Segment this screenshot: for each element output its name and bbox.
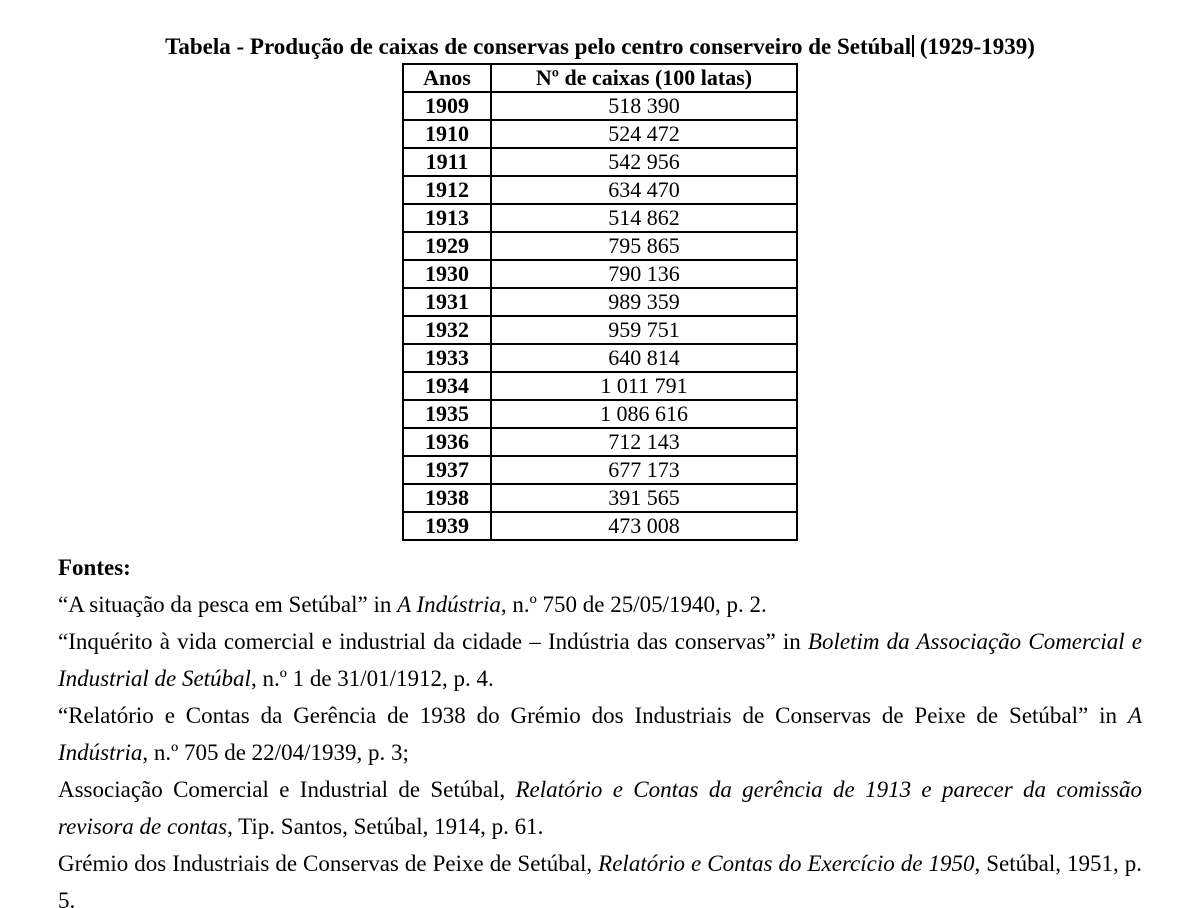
value-cell: 634 470 bbox=[490, 175, 798, 205]
year-cell: 1911 bbox=[402, 147, 492, 177]
year-cell: 1910 bbox=[402, 119, 492, 149]
source-text: Associação Comercial e Industrial de Set… bbox=[58, 777, 516, 802]
source-item-4: Associação Comercial e Industrial de Set… bbox=[58, 771, 1142, 845]
table-row: 1937 677 173 bbox=[402, 455, 798, 485]
year-cell: 1932 bbox=[402, 315, 492, 345]
source-text: , n.º 1 de 31/01/1912, p. 4. bbox=[250, 666, 494, 691]
value-cell: 391 565 bbox=[490, 483, 798, 513]
table-row: 1939 473 008 bbox=[402, 511, 798, 541]
document-page: Tabela - Produção de caixas de conservas… bbox=[0, 33, 1200, 908]
year-cell: 1912 bbox=[402, 175, 492, 205]
value-cell: 640 814 bbox=[490, 343, 798, 373]
source-publication-italic: A Indústria bbox=[58, 703, 1142, 765]
table-row: 1909 518 390 bbox=[402, 91, 798, 121]
table-row: 1934 1 011 791 bbox=[402, 371, 798, 401]
table-row: 1913 514 862 bbox=[402, 203, 798, 233]
table-row: 1930 790 136 bbox=[402, 259, 798, 289]
source-item-2: “Inquérito à vida comercial e industrial… bbox=[58, 623, 1142, 697]
year-cell: 1936 bbox=[402, 427, 492, 457]
value-cell: 795 865 bbox=[490, 231, 798, 261]
column-header-anos: Anos bbox=[402, 63, 492, 93]
value-cell: 790 136 bbox=[490, 259, 798, 289]
year-cell: 1934 bbox=[402, 371, 492, 401]
table-row: 1935 1 086 616 bbox=[402, 399, 798, 429]
table-row: 1938 391 565 bbox=[402, 483, 798, 513]
year-cell: 1913 bbox=[402, 203, 492, 233]
source-text: , Tip. Santos, Setúbal, 1914, p. 61. bbox=[227, 814, 544, 839]
source-item-5: Grémio dos Industriais de Conservas de P… bbox=[58, 845, 1142, 908]
year-cell: 1939 bbox=[402, 511, 492, 541]
source-item-1: “A situação da pesca em Setúbal” in A In… bbox=[58, 586, 1142, 623]
sources-section: Fontes: “A situação da pesca em Setúbal”… bbox=[58, 549, 1142, 908]
table-row: 1910 524 472 bbox=[402, 119, 798, 149]
source-text: “Inquérito à vida comercial e industrial… bbox=[58, 629, 808, 654]
table-row: 1933 640 814 bbox=[402, 343, 798, 373]
value-cell: 677 173 bbox=[490, 455, 798, 485]
source-text: Grémio dos Industriais de Conservas de P… bbox=[58, 851, 599, 876]
value-cell: 959 751 bbox=[490, 315, 798, 345]
table-row: 1931 989 359 bbox=[402, 287, 798, 317]
year-cell: 1909 bbox=[402, 91, 492, 121]
year-cell: 1931 bbox=[402, 287, 492, 317]
table-row: 1936 712 143 bbox=[402, 427, 798, 457]
source-text: , n.º 705 de 22/04/1939, p. 3; bbox=[142, 740, 409, 765]
table-row: 1929 795 865 bbox=[402, 231, 798, 261]
source-publication-italic: Relatório e Contas do Exercício de 1950 bbox=[598, 851, 975, 876]
source-publication-italic: Relatório e Contas da gerência de 1913 e… bbox=[58, 777, 1142, 839]
value-cell: 1 011 791 bbox=[490, 371, 798, 401]
value-cell: 712 143 bbox=[490, 427, 798, 457]
value-cell: 524 472 bbox=[490, 119, 798, 149]
source-text: “Relatório e Contas da Gerência de 1938 … bbox=[58, 703, 1128, 728]
year-cell: 1938 bbox=[402, 483, 492, 513]
table-header-row: Anos Nº de caixas (100 latas) bbox=[402, 63, 798, 93]
value-cell: 514 862 bbox=[490, 203, 798, 233]
year-cell: 1937 bbox=[402, 455, 492, 485]
column-header-caixas: Nº de caixas (100 latas) bbox=[490, 63, 798, 93]
year-cell: 1933 bbox=[402, 343, 492, 373]
year-cell: 1930 bbox=[402, 259, 492, 289]
text-cursor bbox=[912, 35, 915, 57]
value-cell: 473 008 bbox=[490, 511, 798, 541]
table-row: 1911 542 956 bbox=[402, 147, 798, 177]
source-text: “A situação da pesca em Setúbal” in bbox=[58, 592, 398, 617]
value-cell: 1 086 616 bbox=[490, 399, 798, 429]
source-publication-italic: Boletim da Associação Comercial e Indust… bbox=[58, 629, 1142, 691]
document-title: Tabela - Produção de caixas de conservas… bbox=[0, 33, 1200, 60]
year-cell: 1935 bbox=[402, 399, 492, 429]
production-table: Anos Nº de caixas (100 latas) 1909 518 39… bbox=[402, 63, 798, 541]
title-text-before-cursor: Tabela - Produção de caixas de conservas… bbox=[165, 34, 912, 59]
source-text: , n.º 750 de 25/05/1940, p. 2. bbox=[500, 592, 767, 617]
value-cell: 518 390 bbox=[490, 91, 798, 121]
source-publication-italic: A Indústria bbox=[397, 592, 501, 617]
value-cell: 989 359 bbox=[490, 287, 798, 317]
source-item-3: “Relatório e Contas da Gerência de 1938 … bbox=[58, 697, 1142, 771]
source-text: , Setúbal, 1951, p. 5. bbox=[58, 851, 1142, 908]
title-text-after-cursor: (1929-1939) bbox=[914, 34, 1035, 59]
table-row: 1932 959 751 bbox=[402, 315, 798, 345]
sources-heading: Fontes: bbox=[58, 555, 131, 580]
year-cell: 1929 bbox=[402, 231, 492, 261]
table-row: 1912 634 470 bbox=[402, 175, 798, 205]
value-cell: 542 956 bbox=[490, 147, 798, 177]
